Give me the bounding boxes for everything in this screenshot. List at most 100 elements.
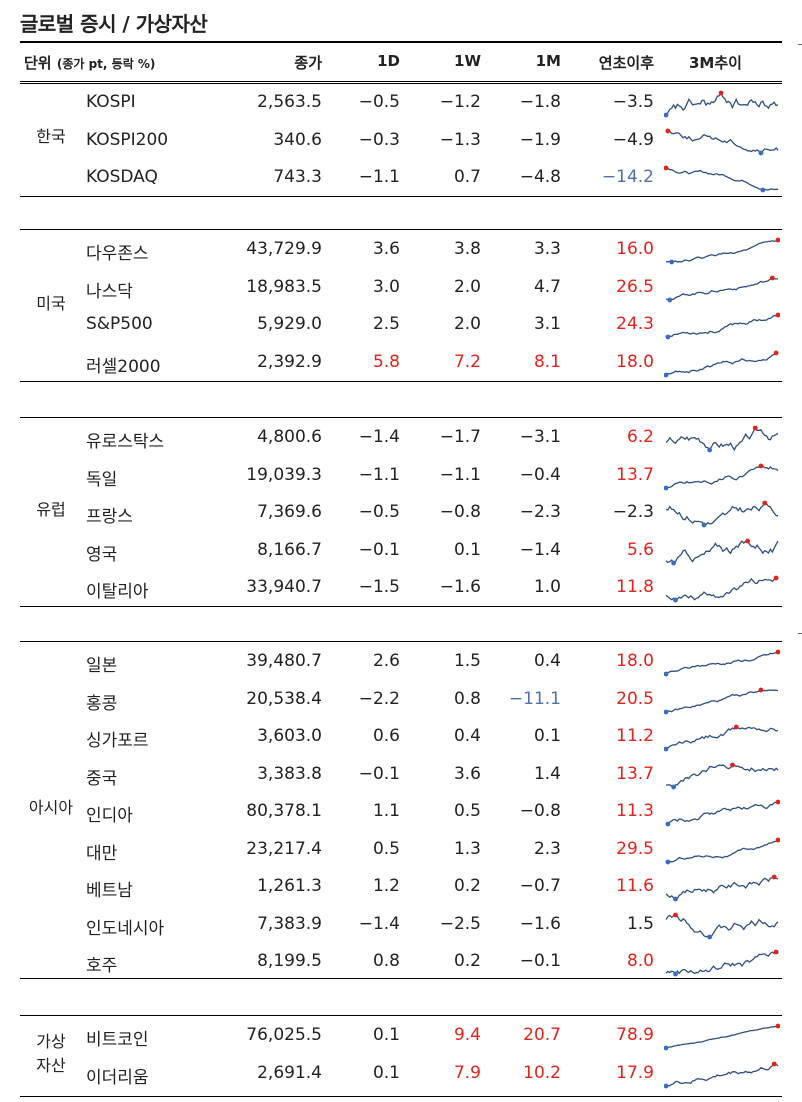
close-value: 19,039.3 (246, 464, 322, 485)
d1-change: −0.3 (358, 129, 400, 150)
ytd-change: 11.2 (616, 726, 654, 746)
trend-header: 3M추이 (689, 54, 742, 72)
edge-tick (798, 44, 802, 45)
m1-change: −1.8 (519, 92, 561, 112)
d1-change: −0.5 (358, 502, 400, 522)
unit-label: 단위 (24, 54, 52, 72)
close-value: 39,480.7 (246, 651, 322, 671)
section-4: 가상 자산 비트코인 76,025.5 0.1 9.4 20.7 78.9 이더리움 2,691… (20, 1015, 782, 1097)
index-name: KOSPI (86, 92, 136, 112)
m1-change: 4.7 (533, 276, 561, 297)
sparkline-low-marker (667, 297, 673, 302)
sparkline-low-marker (707, 934, 713, 939)
index-name: 유로스탁스 (86, 432, 165, 452)
trend-sparkline (665, 912, 779, 939)
sparkline-high-marker (773, 350, 779, 355)
sparkline-low-marker (664, 372, 669, 377)
edge-tick (798, 633, 802, 634)
index-name: 영국 (86, 544, 118, 565)
index-name: 베트남 (86, 881, 133, 901)
sparkline-path (665, 426, 779, 452)
ytd-change: 17.9 (616, 1062, 654, 1083)
close-value: 2,563.5 (257, 92, 322, 112)
close-value: 1,261.3 (257, 876, 322, 896)
table-row: 일본 39,480.7 2.6 1.5 0.4 18.0 (20, 643, 782, 680)
w1-change: −1.1 (439, 464, 481, 485)
close-value: 3,603.0 (257, 726, 322, 746)
sparkline-low-marker (760, 187, 766, 193)
sparkline-path (665, 726, 779, 750)
w1-change: −0.8 (439, 502, 481, 522)
sparkline-high-marker (730, 762, 735, 767)
sparkline-high-marker (745, 538, 751, 543)
table-row: 호주 8,199.5 0.8 0.2 −0.1 8.0 (20, 943, 782, 980)
close-value: 80,378.1 (246, 801, 322, 821)
region-label: 가상 자산 (36, 1032, 66, 1075)
ytd-change: −2.3 (612, 502, 654, 522)
w1-change: 1.5 (453, 651, 481, 671)
close-value: 23,217.4 (246, 838, 322, 859)
index-name: 나스닥 (86, 281, 133, 302)
m1-change: 1.4 (533, 763, 561, 784)
region-label: 유럽 (36, 500, 66, 519)
sparkline-path (665, 502, 779, 526)
w1-change: 3.8 (453, 239, 481, 259)
sparkline-path (665, 239, 779, 263)
sparkline-path (665, 951, 779, 976)
sparkline-high-marker (752, 425, 758, 431)
w1-change: 0.2 (453, 951, 481, 971)
table-row: 프랑스 7,369.6 −0.5 −0.8 −2.3 −2.3 (20, 494, 782, 531)
m1-change: −1.4 (519, 539, 561, 560)
table-row: 홍콩 20,538.4 −2.2 0.8 −11.1 20.5 (20, 681, 782, 718)
trend-sparkline (664, 165, 779, 193)
sparkline-high-marker (673, 912, 678, 917)
d1-change: 0.6 (372, 726, 400, 746)
d1-change: 0.1 (372, 1062, 400, 1083)
table-row: 영국 8,166.7 −0.1 0.1 −1.4 5.6 (20, 532, 782, 569)
sparkline-high-marker (769, 275, 775, 280)
close-value: 3,383.8 (257, 763, 322, 784)
m1-change: −1.6 (519, 913, 561, 934)
section-1: 미국 다우존스 43,729.9 3.6 3.8 3.3 16.0 나스닥 18,983.5 3.… (20, 229, 782, 382)
table-row: 베트남 1,261.3 1.2 0.2 −0.7 11.6 (20, 868, 782, 905)
sparkline-low-marker (665, 859, 671, 864)
trend-sparkline (664, 1061, 779, 1088)
table-row: S&P500 5,929.0 2.5 2.0 3.1 24.3 (20, 306, 782, 343)
sparkline-high-marker (775, 799, 780, 805)
table-row: KOSDAQ 743.3 −1.1 0.7 −4.8 −14.2 (20, 159, 782, 196)
d1-change: 3.6 (372, 239, 400, 259)
close-value: 7,369.6 (257, 502, 322, 522)
index-name: KOSPI200 (86, 129, 169, 150)
sparkline-path (665, 464, 779, 489)
region-label: 아시아 (28, 798, 74, 817)
index-name: S&P500 (86, 314, 153, 334)
index-name: 대만 (86, 843, 118, 864)
sparkline-low-marker (665, 821, 671, 827)
trend-sparkline (664, 1023, 780, 1051)
d1-change: −1.1 (358, 464, 400, 485)
sparkline-high-marker (775, 237, 780, 243)
trend-sparkline (664, 724, 779, 752)
m1-change: −0.4 (519, 464, 561, 485)
trend-sparkline (665, 949, 779, 977)
w1-change: 0.7 (453, 167, 481, 187)
w1-change: −1.3 (439, 129, 481, 150)
sparkline-path (665, 913, 779, 938)
table-row: 인도네시아 7,383.9 −1.4 −2.5 −1.6 1.5 (20, 906, 782, 943)
table-row: 다우존스 43,729.9 3.6 3.8 3.3 16.0 (20, 231, 782, 268)
trend-sparkline (665, 799, 780, 827)
w1-change: 9.4 (453, 1025, 481, 1045)
index-name: 싱가포르 (86, 731, 149, 751)
ytd-change: 11.6 (616, 876, 654, 896)
d1-change: −2.2 (358, 688, 400, 709)
close-value: 4,800.6 (257, 427, 322, 447)
w1-change: −2.5 (439, 913, 481, 934)
w1-change: 0.4 (453, 726, 481, 746)
index-name: 이탈리아 (86, 582, 149, 602)
ytd-change: 11.8 (616, 577, 654, 597)
m1-header: 1M (535, 52, 561, 70)
sparkline-high-marker (773, 575, 779, 581)
ytd-change: −4.9 (612, 129, 654, 150)
table-row: 러셀2000 2,392.9 5.8 7.2 8.1 18.0 (20, 344, 782, 381)
w1-change: −1.7 (439, 427, 481, 447)
